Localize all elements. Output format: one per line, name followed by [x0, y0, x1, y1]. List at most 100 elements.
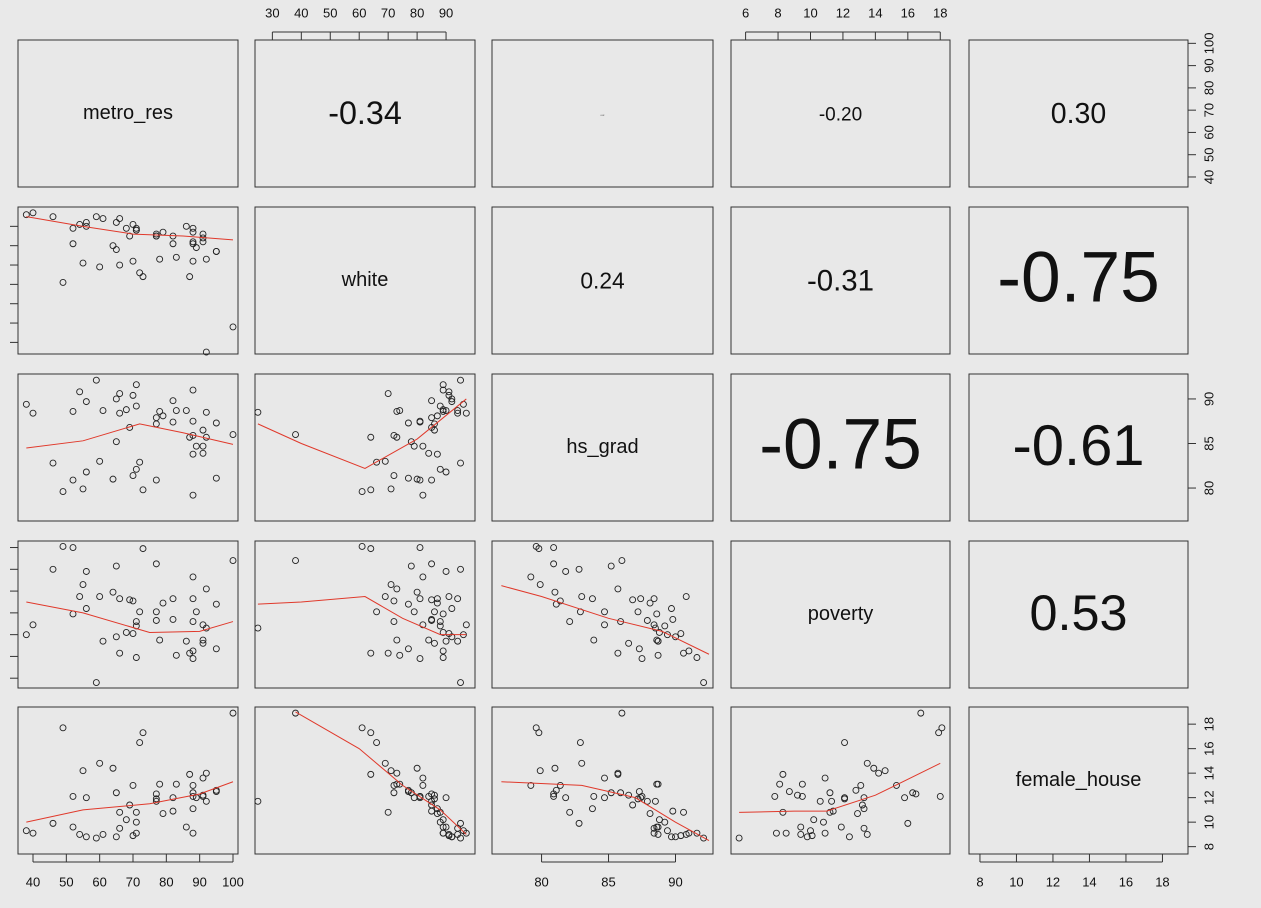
point — [202, 797, 210, 805]
point — [393, 433, 401, 441]
point — [69, 792, 77, 800]
point — [189, 618, 197, 626]
point — [59, 542, 67, 550]
x-tick-label: 18 — [933, 5, 947, 20]
point — [152, 230, 160, 238]
y-tick-label: 90 — [1201, 392, 1216, 406]
x-tick-label: 80 — [159, 874, 173, 889]
point — [668, 833, 675, 841]
point — [651, 797, 659, 805]
point — [156, 780, 164, 788]
point — [152, 232, 160, 240]
point — [122, 406, 130, 414]
point — [550, 560, 558, 568]
point — [575, 565, 583, 573]
point — [396, 407, 404, 414]
point — [682, 593, 690, 600]
point — [448, 398, 456, 406]
point — [700, 679, 708, 687]
panel — [968, 206, 1189, 355]
smoother — [257, 398, 467, 469]
point — [169, 615, 177, 623]
point — [407, 438, 415, 446]
point — [618, 557, 626, 565]
point — [390, 472, 398, 480]
y-tick-label: 12 — [1201, 790, 1216, 804]
point — [829, 807, 837, 815]
point — [881, 767, 889, 775]
point — [152, 790, 160, 798]
point — [654, 637, 662, 645]
point — [132, 402, 140, 410]
point — [442, 823, 450, 831]
point — [169, 240, 177, 248]
x-tick-label: 100 — [222, 874, 244, 889]
point — [116, 595, 124, 603]
point — [182, 637, 190, 645]
point — [650, 621, 658, 629]
point — [457, 565, 464, 573]
point — [428, 414, 436, 422]
point — [651, 624, 659, 632]
point — [393, 407, 401, 415]
point — [192, 244, 200, 252]
point — [373, 458, 381, 466]
point — [863, 830, 871, 838]
point — [779, 808, 787, 816]
point — [182, 407, 190, 414]
point — [229, 323, 237, 331]
point — [428, 476, 436, 484]
point — [112, 833, 120, 841]
point — [229, 557, 237, 565]
point — [875, 769, 883, 777]
point — [575, 819, 583, 827]
point — [428, 790, 436, 798]
point — [152, 795, 160, 803]
point — [419, 774, 427, 782]
point — [629, 596, 637, 604]
x-tick-label: 16 — [1119, 874, 1133, 889]
point — [562, 568, 570, 575]
point — [439, 386, 447, 394]
point — [646, 810, 654, 818]
point — [212, 645, 220, 653]
point — [439, 406, 447, 414]
point — [132, 654, 140, 661]
y-tick-label: 85 — [1201, 436, 1216, 450]
point — [439, 629, 447, 636]
point — [76, 220, 84, 228]
point — [49, 459, 57, 467]
point — [229, 431, 237, 439]
point — [566, 618, 574, 626]
point — [551, 764, 559, 772]
point — [457, 679, 464, 687]
point — [442, 468, 450, 476]
point — [99, 637, 107, 645]
point — [116, 261, 124, 269]
point — [122, 816, 130, 824]
point — [439, 647, 447, 655]
point — [433, 599, 441, 607]
point — [182, 823, 190, 831]
point — [79, 485, 87, 493]
y-tick-label: 80 — [1201, 481, 1216, 495]
point — [425, 636, 433, 644]
y-tick-label: 16 — [1201, 741, 1216, 755]
x-tick-label: 40 — [26, 874, 40, 889]
point — [76, 593, 84, 600]
point — [601, 608, 608, 616]
point — [655, 629, 663, 636]
point — [152, 414, 160, 422]
point — [590, 792, 598, 800]
point — [677, 630, 685, 638]
x-tick-label: 30 — [265, 5, 279, 20]
correlation: -0.20 — [819, 105, 862, 126]
point — [109, 764, 117, 772]
point — [410, 608, 418, 616]
point — [212, 248, 220, 255]
point — [439, 816, 447, 824]
point — [393, 769, 401, 777]
point — [172, 407, 180, 414]
point — [439, 381, 447, 389]
point — [601, 774, 608, 782]
